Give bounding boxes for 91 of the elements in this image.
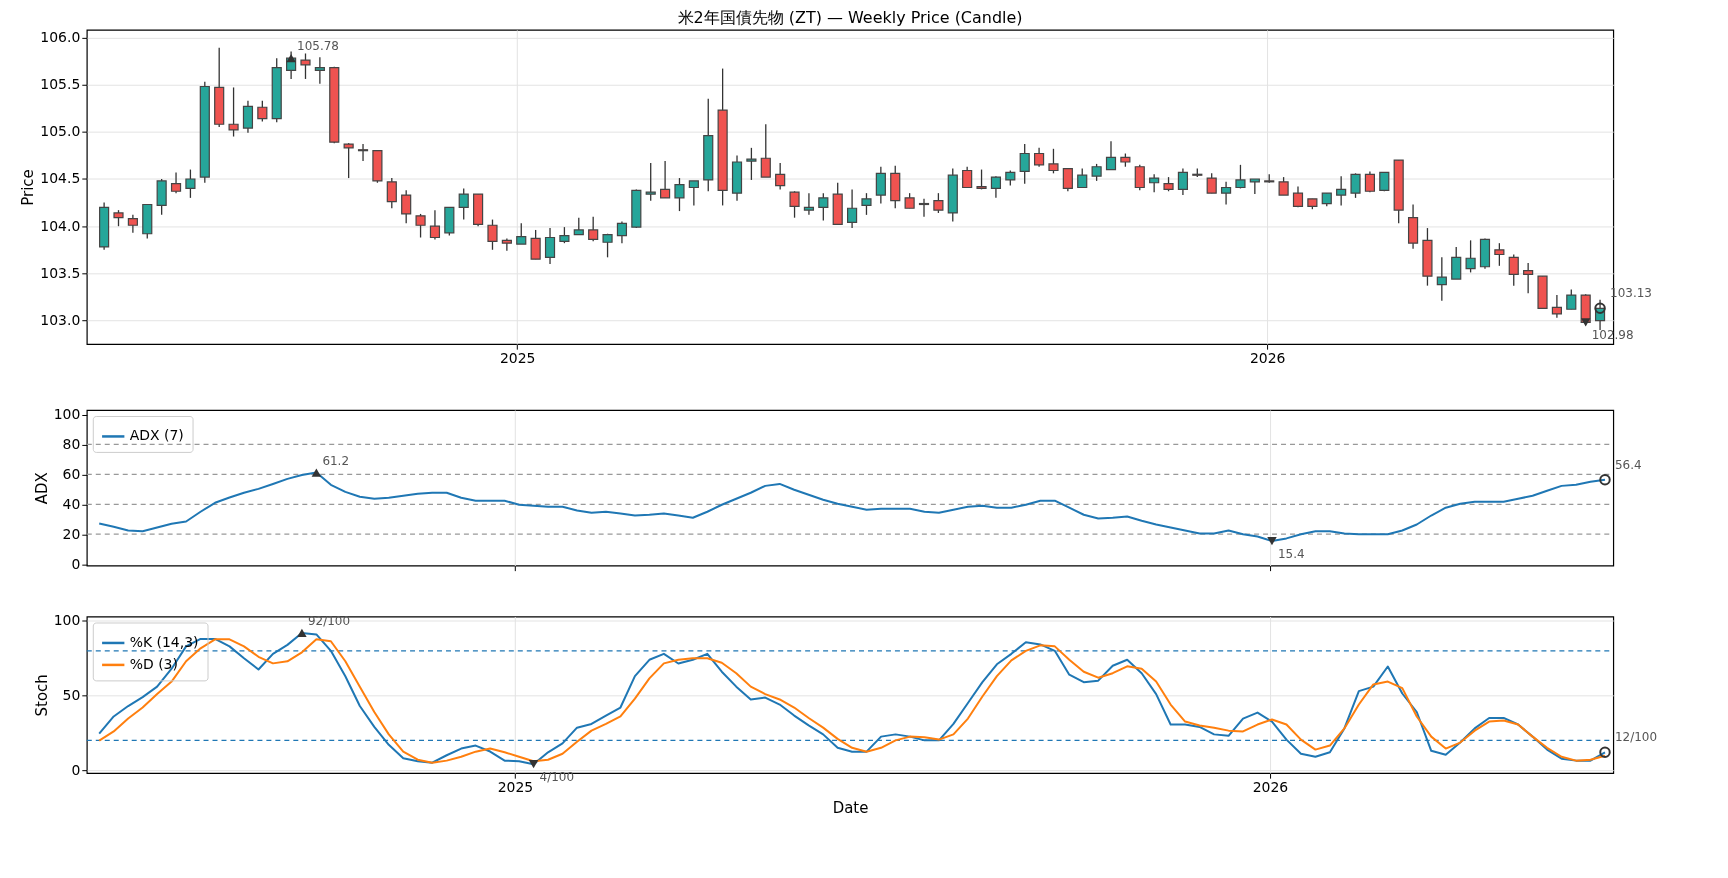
candlestick [688, 180, 699, 207]
candlestick [1551, 294, 1562, 319]
candlestick [386, 177, 397, 209]
candlestick [674, 177, 685, 212]
candlestick [1062, 167, 1073, 192]
y-axis-title: ADX [32, 472, 51, 505]
candlestick [645, 162, 656, 202]
candlestick [1077, 167, 1088, 189]
x-tick-label: 2025 [499, 349, 536, 366]
x-axis-title: Date [832, 798, 869, 817]
candlestick [401, 189, 412, 224]
candlestick [343, 142, 354, 179]
annotation: 12/100 [1614, 730, 1658, 745]
candlestick [861, 192, 872, 216]
candlestick [760, 123, 771, 178]
candlestick [1350, 172, 1361, 199]
candlestick [1134, 164, 1145, 191]
y-axis-title: Price [19, 169, 38, 206]
y-tick-label: 100 [53, 612, 81, 629]
candlestick [487, 218, 498, 251]
candlestick [1177, 167, 1189, 196]
y-tick-label: 104.5 [40, 170, 81, 187]
candlestick [588, 216, 599, 242]
y-tick-label: 20 [62, 525, 81, 542]
y-tick-label: 104.0 [40, 217, 81, 234]
y-tick-label: 40 [62, 495, 81, 512]
candlestick [746, 147, 757, 181]
candlestick [1105, 140, 1117, 171]
y-tick-label: 106.0 [40, 28, 81, 45]
candlestick [1220, 181, 1232, 206]
candlestick [818, 192, 829, 222]
candlestick [544, 227, 556, 265]
candlestick [918, 198, 930, 218]
candlestick [170, 171, 182, 194]
candlestick [300, 52, 311, 80]
candlestick [933, 192, 944, 214]
candlestick [501, 237, 512, 252]
candlestick [775, 162, 786, 191]
candlestick [1336, 175, 1347, 207]
y-tick-label: 103.5 [40, 264, 81, 281]
candlestick [429, 209, 441, 241]
y-axis-title: Stoch [32, 674, 51, 717]
candlestick [458, 187, 469, 221]
candlestick [1465, 239, 1476, 274]
candlestick [314, 56, 325, 85]
candlestick [415, 213, 426, 239]
candlestick [1436, 256, 1447, 302]
candlestick [1451, 246, 1462, 280]
candlestick [1019, 143, 1030, 185]
y-tick-label: 50 [62, 687, 81, 704]
candlestick [990, 175, 1002, 199]
candlestick [530, 229, 541, 260]
candlestick [1048, 148, 1059, 174]
annotation: 56.4 [1614, 457, 1642, 472]
candlestick [616, 220, 628, 244]
y-tick-label: 80 [62, 435, 81, 452]
candlestick [1566, 288, 1577, 310]
candlestick [1206, 172, 1217, 194]
candlestick [228, 86, 239, 138]
y-tick-label: 103.0 [40, 312, 81, 329]
annotation: 15.4 [1277, 547, 1305, 562]
candlestick [789, 190, 800, 219]
x-tick-label: 2025 [497, 778, 534, 795]
annotation: 105.78 [297, 39, 339, 54]
candlestick [1033, 147, 1045, 168]
candlestick [242, 100, 254, 134]
y-tick-label: 105.5 [40, 76, 81, 93]
candlestick [185, 168, 196, 199]
chart-title: 米2年国債先物 (ZT) — Weekly Price (Candle) [677, 7, 1023, 27]
y-tick-label: 0 [71, 555, 81, 572]
annotation: 4/100 [539, 770, 575, 785]
candlestick [357, 143, 369, 162]
candlestick [516, 222, 527, 245]
candlestick [1508, 253, 1519, 287]
legend-label: ADX (7) [129, 427, 184, 444]
annotation: 61.2 [322, 453, 350, 468]
candlestick [803, 192, 815, 216]
candlestick [1494, 242, 1505, 267]
y-tick-label: 105.0 [40, 123, 81, 140]
candlestick [1523, 262, 1534, 294]
candlestick [660, 160, 671, 199]
y-tick-label: 0 [71, 761, 81, 778]
x-tick-label: 2026 [1252, 778, 1289, 795]
candlestick [962, 166, 973, 189]
y-tick-label: 100 [53, 405, 81, 422]
y-tick-label: 60 [62, 465, 81, 482]
annotation: 92/100 [307, 613, 351, 628]
candlestick [847, 188, 858, 229]
candlestick [875, 166, 886, 205]
candlestick [257, 100, 268, 123]
x-tick-label: 2026 [1249, 349, 1286, 366]
